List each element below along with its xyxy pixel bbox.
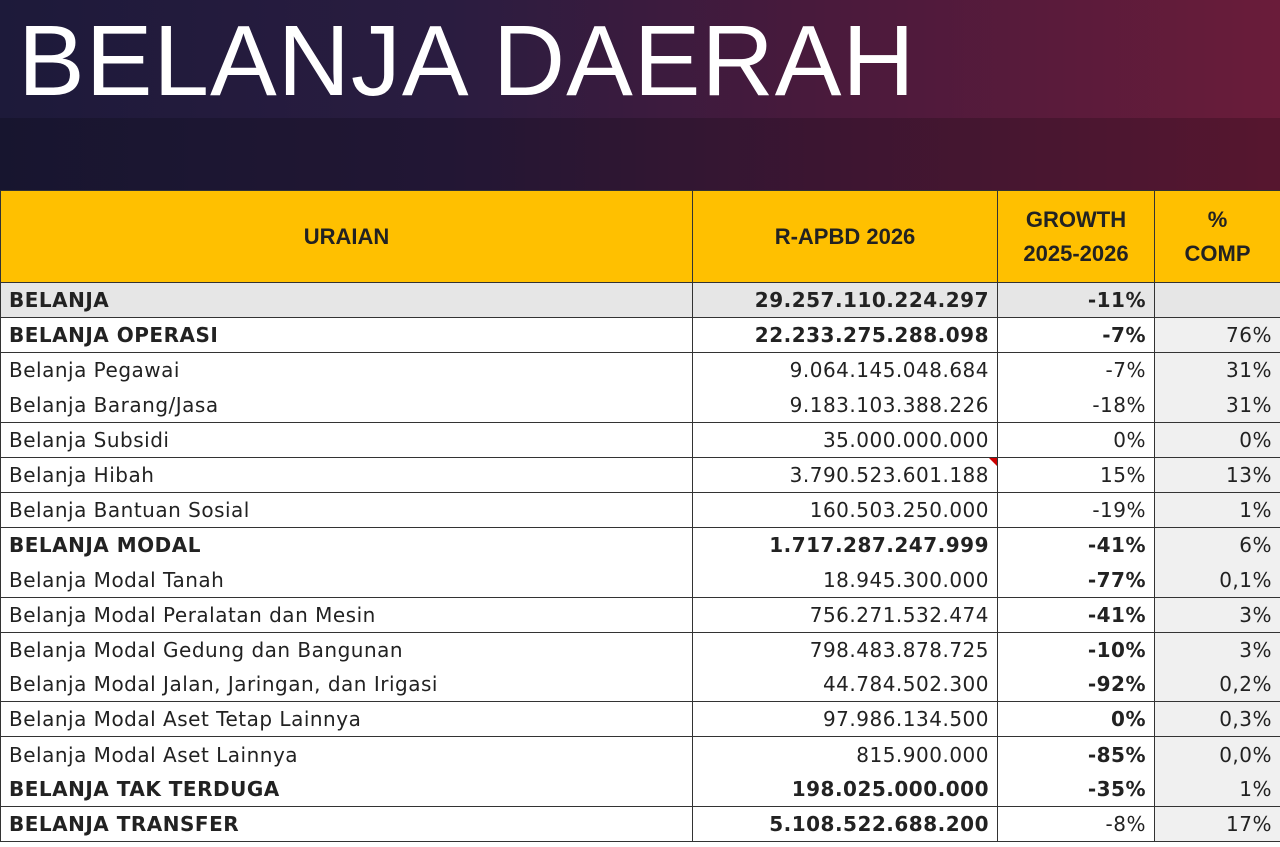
row-growth: -10% xyxy=(997,632,1155,668)
row-comp: 0% xyxy=(1154,422,1280,458)
row-growth: -41% xyxy=(997,527,1155,563)
row-growth: -85% xyxy=(997,736,1155,772)
table-row: BELANJA 29.257.110.224.297 -11% xyxy=(0,282,1280,319)
row-label: BELANJA OPERASI xyxy=(0,317,693,354)
row-label: BELANJA TRANSFER xyxy=(0,806,693,843)
row-growth: -77% xyxy=(997,562,1155,598)
row-comp: 31% xyxy=(1154,352,1280,388)
row-comp: 13% xyxy=(1154,457,1280,494)
table-row: Belanja Modal Jalan, Jaringan, dan Iriga… xyxy=(0,667,1280,703)
table-row: Belanja Modal Aset Lainnya 815.900.000 -85… xyxy=(0,736,1280,772)
row-comp: 1% xyxy=(1154,492,1280,529)
table-row: Belanja Hibah 3.790.523.601.188 15% 13% xyxy=(0,457,1280,494)
row-label: Belanja Modal Peralatan dan Mesin xyxy=(0,597,693,633)
banner-band xyxy=(0,118,1280,190)
row-growth: -35% xyxy=(997,771,1155,807)
row-comp: 3% xyxy=(1154,597,1280,633)
row-comp: 0,3% xyxy=(1154,701,1280,738)
header-row: URAIAN R-APBD 2026 GROWTH 2025-2026 % COMP xyxy=(0,190,1280,283)
header-growth-line2: 2025-2026 xyxy=(1023,240,1129,266)
row-growth: -11% xyxy=(997,282,1155,319)
row-comp: 76% xyxy=(1154,317,1280,354)
row-comp: 6% xyxy=(1154,527,1280,563)
row-growth: 0% xyxy=(997,422,1155,458)
row-label: Belanja Modal Aset Lainnya xyxy=(0,736,693,772)
row-label: Belanja Modal Gedung dan Bangunan xyxy=(0,632,693,668)
table-row: Belanja Modal Aset Tetap Lainnya 97.986.1… xyxy=(0,701,1280,738)
header-comp: % COMP xyxy=(1154,190,1280,283)
row-growth: 0% xyxy=(997,701,1155,738)
row-growth: -19% xyxy=(997,492,1155,529)
row-growth: -7% xyxy=(997,317,1155,354)
row-comp: 31% xyxy=(1154,387,1280,423)
row-label: Belanja Pegawai xyxy=(0,352,693,388)
row-label: Belanja Bantuan Sosial xyxy=(0,492,693,529)
row-value: 1.717.287.247.999 xyxy=(692,527,998,563)
row-label: BELANJA MODAL xyxy=(0,527,693,563)
row-comp xyxy=(1154,282,1280,319)
row-value: 756.271.532.474 xyxy=(692,597,998,633)
row-label: Belanja Hibah xyxy=(0,457,693,494)
row-value: 3.790.523.601.188 xyxy=(692,457,998,494)
row-value: 35.000.000.000 xyxy=(692,422,998,458)
belanja-table: URAIAN R-APBD 2026 GROWTH 2025-2026 % COMP… xyxy=(0,190,1280,843)
row-comp: 0,1% xyxy=(1154,562,1280,598)
row-label: Belanja Modal Tanah xyxy=(0,562,693,598)
header-growth: GROWTH 2025-2026 xyxy=(997,190,1155,283)
table-row: Belanja Barang/Jasa 9.183.103.388.226 -18%… xyxy=(0,387,1280,423)
row-label: Belanja Modal Aset Tetap Lainnya xyxy=(0,701,693,738)
table-row: BELANJA OPERASI 22.233.275.288.098 -7% 76% xyxy=(0,317,1280,354)
row-value: 97.986.134.500 xyxy=(692,701,998,738)
row-value: 9.183.103.388.226 xyxy=(692,387,998,423)
row-value: 198.025.000.000 xyxy=(692,771,998,807)
row-value: 5.108.522.688.200 xyxy=(692,806,998,843)
table-row: BELANJA MODAL 1.717.287.247.999 -41% 6% xyxy=(0,527,1280,563)
row-value: 815.900.000 xyxy=(692,736,998,772)
header-comp-line2: COMP xyxy=(1184,240,1251,266)
table-row: Belanja Modal Peralatan dan Mesin 756.271… xyxy=(0,597,1280,633)
row-label: BELANJA xyxy=(0,282,693,319)
row-value: 798.483.878.725 xyxy=(692,632,998,668)
table-row: Belanja Pegawai 9.064.145.048.684 -7% 31% xyxy=(0,352,1280,388)
row-growth: -8% xyxy=(997,806,1155,843)
row-label: Belanja Subsidi xyxy=(0,422,693,458)
row-label: Belanja Modal Jalan, Jaringan, dan Iriga… xyxy=(0,667,693,703)
header-uraian: URAIAN xyxy=(0,190,693,283)
row-value: 29.257.110.224.297 xyxy=(692,282,998,319)
row-value: 18.945.300.000 xyxy=(692,562,998,598)
header-rapbd: R-APBD 2026 xyxy=(692,190,998,283)
header-comp-line1: % xyxy=(1207,206,1228,232)
table-row: Belanja Modal Tanah 18.945.300.000 -77% 0,1… xyxy=(0,562,1280,598)
table-row: BELANJA TRANSFER 5.108.522.688.200 -8% 17% xyxy=(0,806,1280,843)
table-row: BELANJA TAK TERDUGA 198.025.000.000 -35% 1% xyxy=(0,771,1280,807)
row-comp: 1% xyxy=(1154,771,1280,807)
row-comp: 0,0% xyxy=(1154,736,1280,772)
page-title: BELANJA DAERAH xyxy=(18,5,916,117)
row-growth: 15% xyxy=(997,457,1155,494)
row-growth: -18% xyxy=(997,387,1155,423)
row-value: 9.064.145.048.684 xyxy=(692,352,998,388)
table-row: Belanja Bantuan Sosial 160.503.250.000 -19… xyxy=(0,492,1280,529)
row-label: BELANJA TAK TERDUGA xyxy=(0,771,693,807)
row-growth: -41% xyxy=(997,597,1155,633)
table-row: Belanja Subsidi 35.000.000.000 0% 0% xyxy=(0,422,1280,458)
row-value: 44.784.502.300 xyxy=(692,667,998,703)
table-row: Belanja Modal Gedung dan Bangunan 798.483… xyxy=(0,632,1280,668)
row-comp: 0,2% xyxy=(1154,667,1280,703)
row-value: 22.233.275.288.098 xyxy=(692,317,998,354)
row-growth: -92% xyxy=(997,667,1155,703)
title-banner: BELANJA DAERAH xyxy=(0,0,1280,190)
row-comp: 3% xyxy=(1154,632,1280,668)
row-growth: -7% xyxy=(997,352,1155,388)
row-value: 160.503.250.000 xyxy=(692,492,998,529)
row-comp: 17% xyxy=(1154,806,1280,843)
header-growth-line1: GROWTH xyxy=(1025,206,1127,232)
row-label: Belanja Barang/Jasa xyxy=(0,387,693,423)
